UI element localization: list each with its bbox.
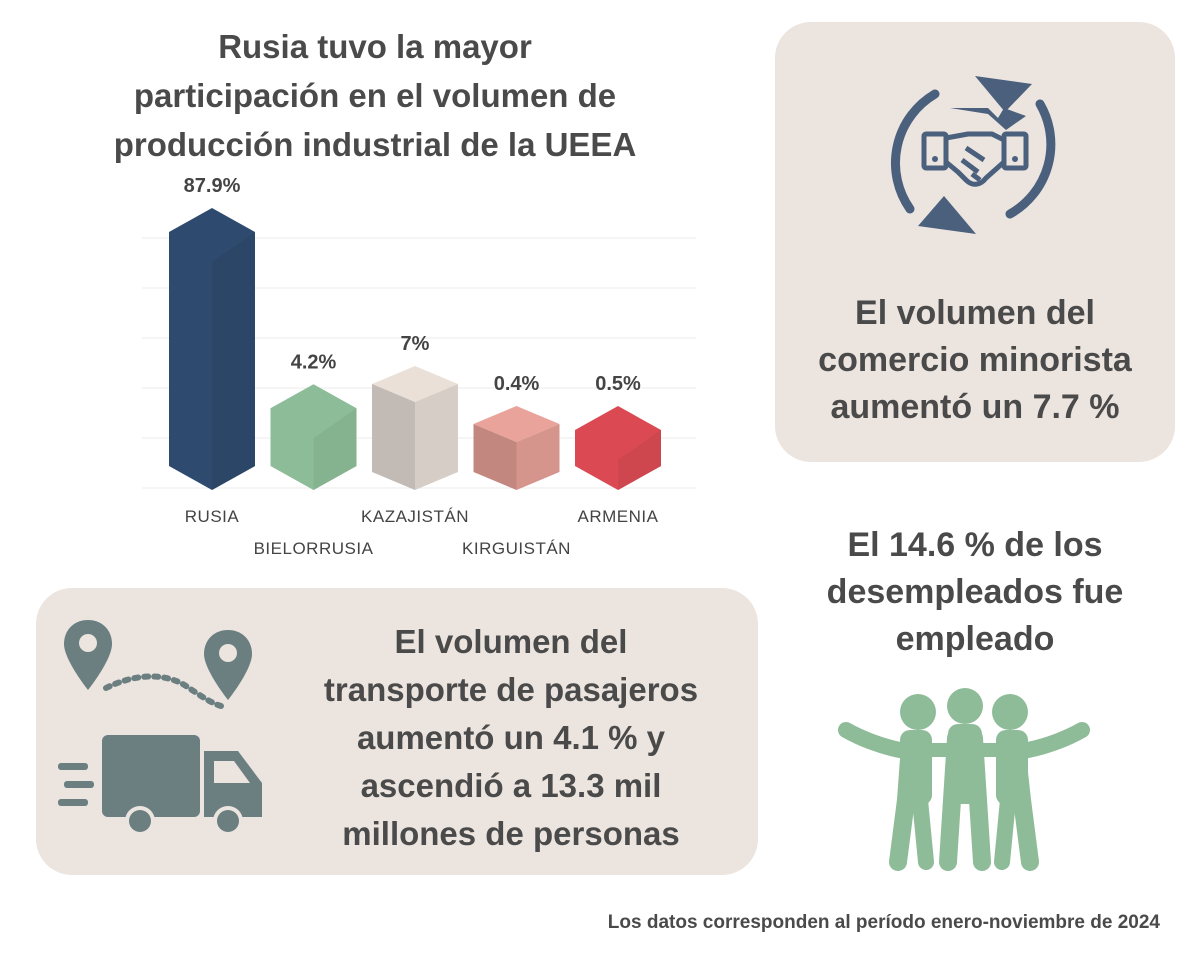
bar-bielorrusia (270, 384, 357, 490)
chart-bars (169, 208, 661, 490)
retail-trade-text: El volumen del comercio minorista aument… (775, 290, 1175, 431)
value-label-rusia: 87.9% (184, 175, 241, 197)
chart-title: Rusia tuvo la mayor participación en el … (60, 22, 690, 169)
passenger-transport-card: El volumen del transporte de pasajeros a… (36, 588, 758, 875)
chart-value-labels: 87.9% 4.2% 7% 0.4% 0.5% (184, 175, 641, 395)
passenger-transport-text: El volumen del transporte de pasajeros a… (286, 618, 736, 858)
transport-line-1: El volumen del (394, 623, 628, 660)
chart-category-labels: RUSIA BIELORRUSIA KAZAJISTÁN KIRGUISTÁN ARME… (185, 507, 659, 558)
retail-line-2: comercio minorista (818, 341, 1132, 379)
retail-line-3: aumentó un 7.7 % (830, 388, 1120, 426)
unemployment-line-1: El 14.6 % de los (847, 526, 1103, 564)
retail-line-1: El volumen del (855, 294, 1095, 332)
chart-title-line-1: Rusia tuvo la mayor (218, 28, 532, 65)
value-label-armenia: 0.5% (595, 373, 641, 395)
period-footnote: Los datos corresponden al período enero-… (607, 912, 1160, 933)
transport-line-4: ascendió a 13.3 mil (360, 767, 662, 804)
bar-armenia (575, 406, 661, 490)
transport-line-5: millones de personas (342, 815, 680, 852)
bar-kazajistán (372, 366, 458, 490)
unemployment-line-2: desempleados fue (826, 573, 1124, 611)
unemployment-text: El 14.6 % de los desempleados fue emplea… (775, 522, 1175, 663)
category-label-kirguistán: KIRGUISTÁN (462, 539, 571, 558)
category-label-kazajistán: KAZAJISTÁN (361, 507, 469, 526)
chart-title-line-3: producción industrial de la UEEA (113, 126, 637, 163)
transport-line-3: aumentó un 4.1 % y (356, 719, 666, 756)
industrial-production-chart: 87.9% 4.2% 7% 0.4% 0.5% RUSIA BIELORRUSIA KAZA… (142, 175, 696, 558)
map-pin-icon-destination (204, 630, 252, 700)
transport-line-2: transporte de pasajeros (323, 671, 699, 708)
category-label-bielorrusia: BIELORRUSIA (254, 539, 374, 558)
value-label-kirguistán: 0.4% (494, 373, 540, 395)
truck-icon (58, 735, 262, 836)
unemployment-line-3: empleado (895, 620, 1055, 658)
chart-title-line-2: participación en el volumen de (133, 77, 617, 114)
category-label-armenia: ARMENIA (578, 507, 659, 526)
map-pin-icon (64, 620, 112, 690)
bar-rusia (169, 208, 255, 490)
route-dots-icon (103, 673, 224, 709)
value-label-kazajistán: 7% (401, 333, 430, 355)
bar-kirguistán (473, 406, 560, 490)
people-group-icon (838, 688, 1090, 871)
category-label-rusia: RUSIA (185, 507, 240, 526)
value-label-bielorrusia: 4.2% (291, 351, 337, 373)
retail-trade-card: El volumen del comercio minorista aument… (775, 22, 1175, 462)
handshake-cycle-icon (890, 76, 1056, 234)
